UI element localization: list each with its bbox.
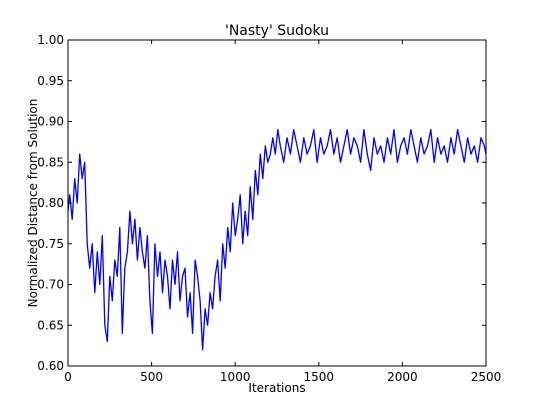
y-tick-label: 0.70 bbox=[37, 278, 64, 292]
plot-area bbox=[67, 128, 487, 351]
chart-title: 'Nasty' Sudoku bbox=[225, 23, 329, 39]
x-tick-label: 500 bbox=[140, 370, 163, 384]
y-tick-label: 1.00 bbox=[37, 33, 64, 47]
x-tick-label: 2500 bbox=[471, 370, 502, 384]
y-tick-label: 0.85 bbox=[37, 155, 64, 169]
x-tick-label: 1000 bbox=[220, 370, 251, 384]
x-axis-label: Iterations bbox=[248, 381, 305, 395]
y-tick-label: 0.65 bbox=[37, 318, 64, 332]
x-axis-ticks: 0 500 1000 1500 2000 2500 bbox=[64, 40, 501, 384]
x-tick-label: 0 bbox=[64, 370, 72, 384]
y-tick-label: 0.80 bbox=[37, 196, 64, 210]
y-axis-label: Normalized Distance from Solution bbox=[26, 99, 40, 308]
y-axis-ticks: 0.60 0.65 0.70 0.75 0.80 0.85 0.90 0.95 1.00 bbox=[37, 33, 486, 373]
x-tick-label: 1500 bbox=[304, 370, 335, 384]
x-tick-label: 2000 bbox=[387, 370, 418, 384]
y-tick-label: 0.75 bbox=[37, 237, 64, 251]
series-line bbox=[67, 128, 487, 351]
y-tick-label: 0.90 bbox=[37, 115, 64, 129]
y-tick-label: 0.95 bbox=[37, 74, 64, 88]
y-tick-label: 0.60 bbox=[37, 359, 64, 373]
